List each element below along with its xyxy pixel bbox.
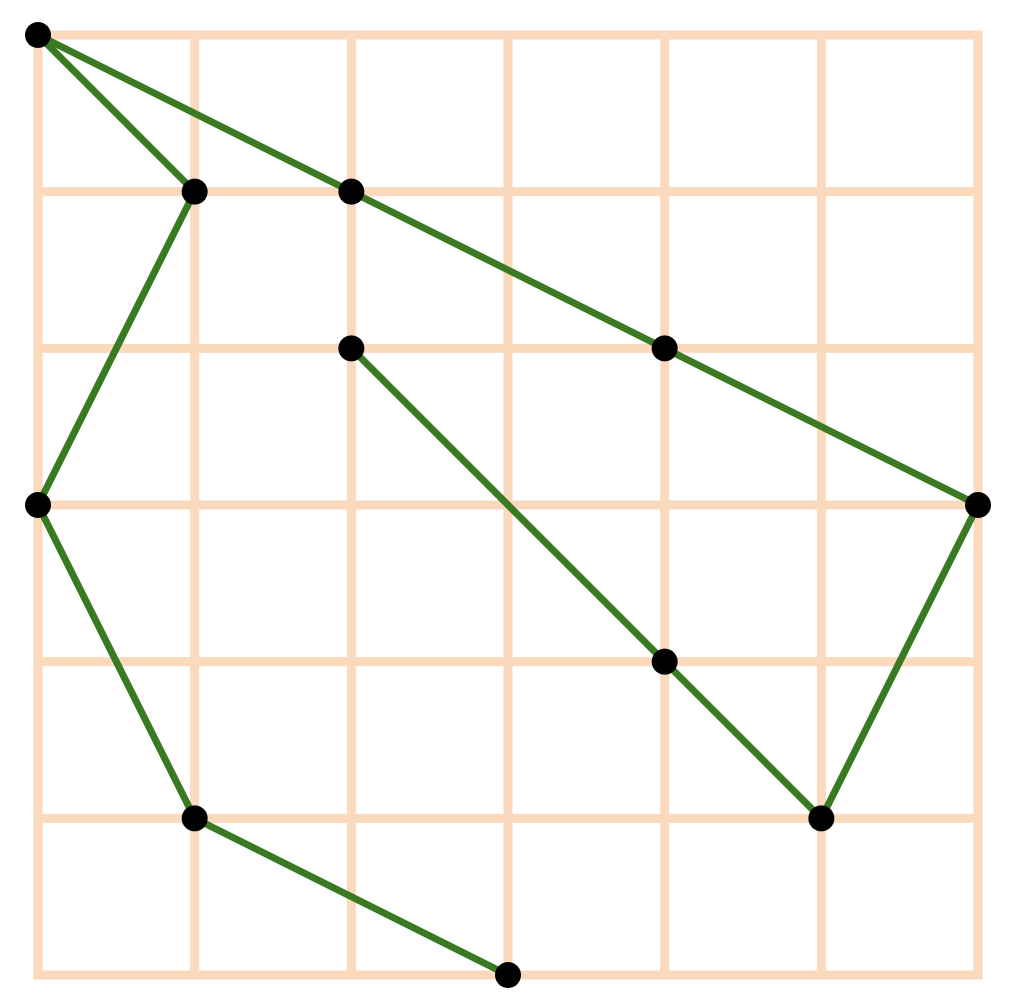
path-segment	[817, 501, 982, 822]
path-point	[965, 492, 992, 519]
path-points	[25, 22, 992, 989]
path-segment	[34, 188, 199, 509]
path-segment	[661, 658, 825, 822]
path-segment	[347, 188, 669, 352]
path-segment	[34, 501, 199, 822]
path-segment	[347, 344, 669, 666]
path-point	[808, 805, 835, 832]
path-point	[25, 22, 51, 48]
path-point	[651, 335, 678, 362]
path-point	[25, 492, 51, 519]
path-point	[495, 962, 522, 989]
path-segment	[34, 31, 355, 196]
path-point	[181, 805, 208, 832]
path-segment	[191, 814, 512, 979]
path-segment	[34, 31, 199, 196]
path-point	[338, 335, 365, 362]
path	[34, 31, 982, 979]
path-point	[651, 648, 678, 675]
path-point	[338, 178, 365, 205]
path-point	[181, 178, 208, 205]
path-segment	[661, 344, 982, 509]
